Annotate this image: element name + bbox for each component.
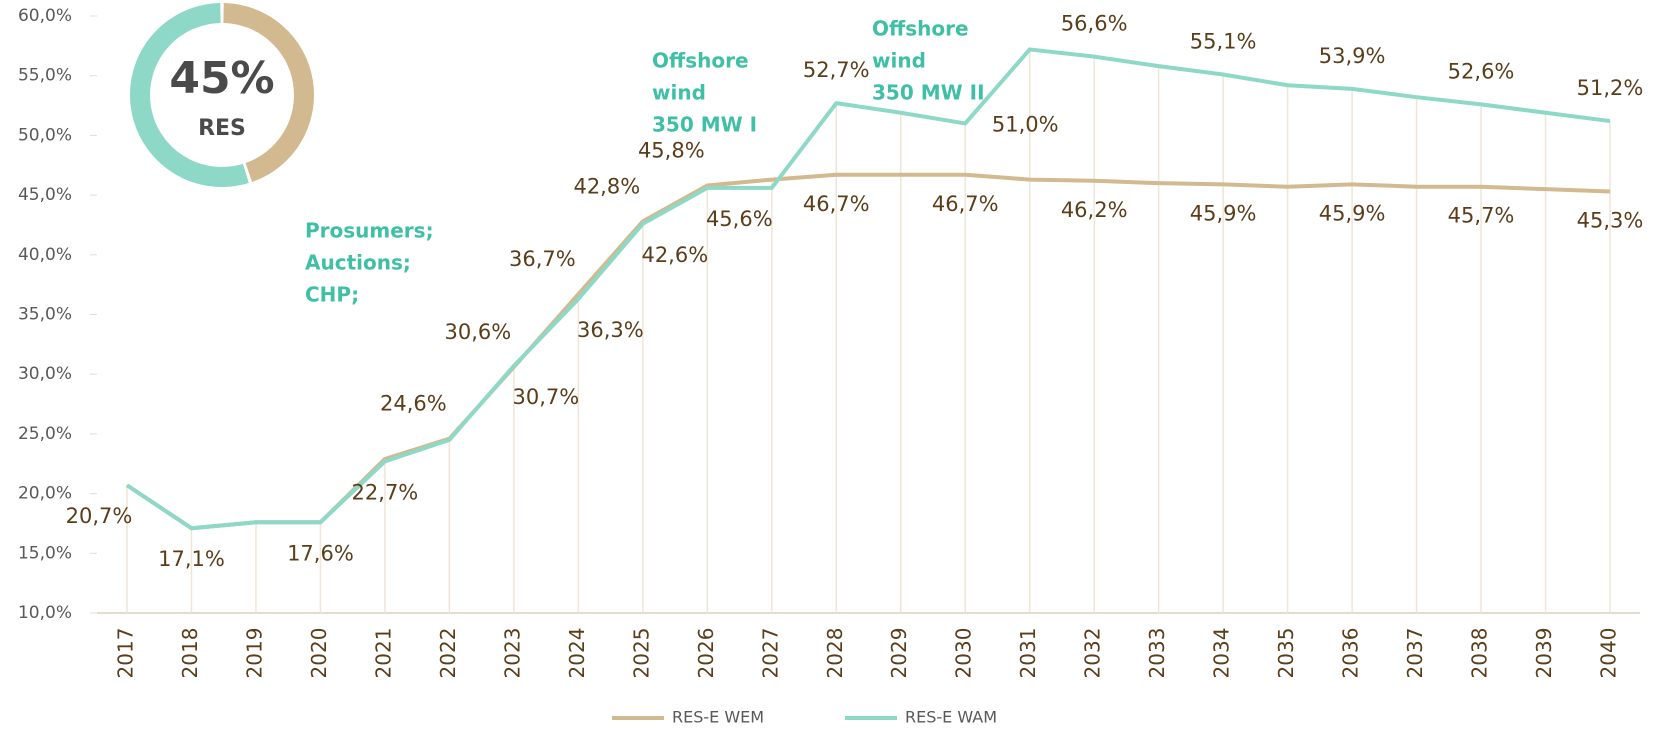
- annotation: CHP;: [305, 283, 359, 307]
- data-label: 45,8%: [638, 139, 705, 163]
- data-label: 51,0%: [992, 112, 1059, 136]
- annotation: Offshore: [872, 17, 969, 41]
- data-label: 42,6%: [641, 243, 708, 267]
- data-label: 17,6%: [287, 541, 354, 565]
- annotation: wind: [872, 49, 926, 73]
- x-tick-label: 2018: [178, 628, 202, 679]
- x-tick-label: 2035: [1274, 628, 1298, 679]
- x-tick-label: 2032: [1081, 628, 1105, 679]
- donut-label: 45%: [169, 53, 274, 104]
- x-tick-label: 2037: [1403, 628, 1427, 679]
- x-tick-label: 2021: [371, 628, 395, 679]
- data-label: 45,3%: [1577, 209, 1644, 233]
- x-tick-label: 2030: [952, 628, 976, 679]
- y-tick-label: 60,0%: [18, 6, 72, 26]
- data-label: 53,9%: [1319, 44, 1386, 68]
- annotation: Auctions;: [305, 251, 411, 275]
- x-tick-label: 2038: [1468, 628, 1492, 679]
- x-tick-label: 2027: [758, 628, 782, 679]
- data-label: 30,7%: [513, 385, 580, 409]
- x-tick-label: 2017: [114, 628, 138, 679]
- data-label: 20,7%: [66, 504, 133, 528]
- annotation: 350 MW II: [872, 81, 985, 105]
- annotation: wind: [652, 81, 706, 105]
- y-tick-label: 50,0%: [18, 125, 72, 145]
- data-label: 56,6%: [1061, 12, 1128, 36]
- y-tick-label: 35,0%: [18, 305, 72, 325]
- data-label: 51,2%: [1577, 76, 1644, 100]
- data-label: 55,1%: [1190, 30, 1257, 54]
- x-tick-label: 2036: [1339, 628, 1363, 679]
- x-tick-label: 2024: [565, 628, 589, 679]
- x-tick-label: 2031: [1016, 628, 1040, 679]
- data-label: 36,3%: [577, 318, 644, 342]
- data-label: 45,6%: [706, 207, 773, 231]
- series-line: [125, 47, 1611, 531]
- data-label: 17,1%: [158, 547, 225, 571]
- data-label: 52,7%: [803, 58, 870, 82]
- x-tick-label: 2029: [887, 628, 911, 679]
- data-label: 22,7%: [352, 480, 419, 504]
- y-tick-label: 25,0%: [18, 424, 72, 444]
- y-tick-label: 55,0%: [18, 66, 72, 86]
- x-tick-label: 2028: [823, 628, 847, 679]
- donut-rest: [130, 3, 249, 187]
- legend-label: RES-E WAM: [905, 708, 997, 727]
- y-tick-label: 20,0%: [18, 484, 72, 504]
- x-tick-label: 2026: [694, 628, 718, 679]
- annotation: 350 MW I: [652, 113, 757, 137]
- x-tick-label: 2025: [629, 628, 653, 679]
- y-tick-label: 40,0%: [18, 245, 72, 265]
- legend-label: RES-E WEM: [672, 708, 764, 727]
- data-label: 24,6%: [380, 392, 447, 416]
- x-tick-label: 2033: [1145, 628, 1169, 679]
- y-tick-label: 30,0%: [18, 364, 72, 384]
- data-label: 46,7%: [932, 192, 999, 216]
- annotation: Offshore: [652, 49, 749, 73]
- data-label: 30,6%: [445, 320, 512, 344]
- data-label: 42,8%: [573, 174, 640, 198]
- x-tick-label: 2020: [307, 628, 331, 679]
- data-label: 46,2%: [1061, 198, 1128, 222]
- x-tick-label: 2040: [1597, 628, 1621, 679]
- data-label: 46,7%: [803, 192, 870, 216]
- data-label: 52,6%: [1448, 59, 1515, 83]
- y-tick-label: 15,0%: [18, 543, 72, 563]
- x-tick-label: 2022: [436, 628, 460, 679]
- data-label: 45,7%: [1448, 204, 1515, 228]
- data-label: 45,9%: [1190, 201, 1257, 225]
- x-tick-label: 2034: [1210, 628, 1234, 679]
- x-tick-label: 2019: [242, 628, 266, 679]
- donut-segment: [223, 3, 314, 182]
- y-tick-label: 45,0%: [18, 185, 72, 205]
- data-label: 45,9%: [1319, 201, 1386, 225]
- x-tick-label: 2039: [1532, 628, 1556, 679]
- x-tick-label: 2023: [500, 628, 524, 679]
- data-label: 36,7%: [509, 247, 576, 271]
- annotation: Prosumers;: [305, 219, 434, 243]
- donut-caption: RES: [198, 116, 246, 141]
- y-tick-label: 10,0%: [18, 603, 72, 623]
